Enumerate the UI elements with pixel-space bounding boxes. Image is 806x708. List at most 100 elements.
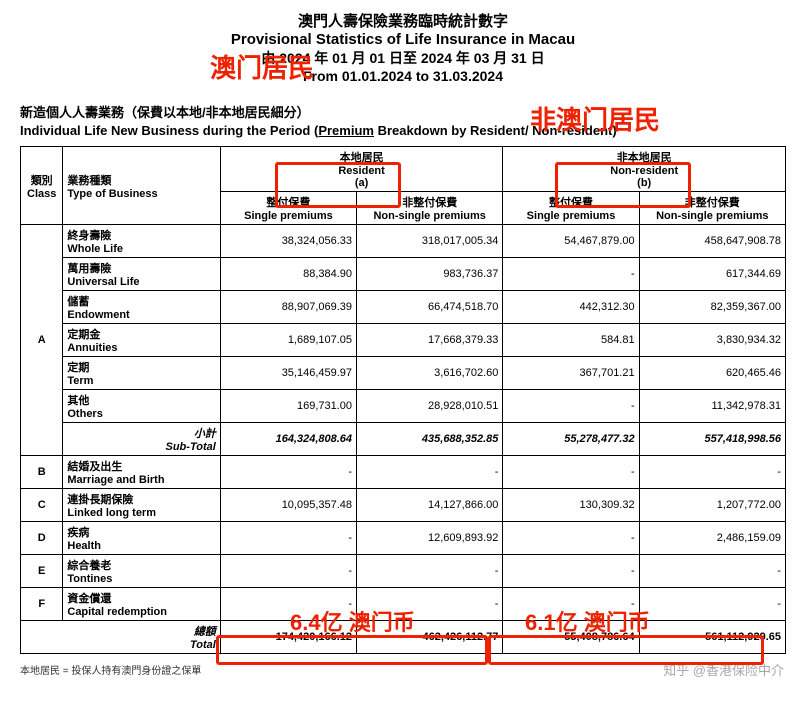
cell: 367,701.21 [503,357,639,390]
cell: 定期Term [63,357,220,390]
cell: - [503,588,639,621]
footnote: 本地居民 = 投保人持有澳門身份證之保單 [20,662,786,677]
title-date-cn: 由 2024 年 01 月 01 日至 2024 年 03 月 31 日 [20,48,786,68]
table-row: C連掛長期保險Linked long term10,095,357.4814,1… [21,489,786,522]
table-row: 萬用壽險Universal Life88,384.90983,736.37-61… [21,258,786,291]
cell: 983,736.37 [357,258,503,291]
cell: 1,689,107.05 [220,324,356,357]
cell: 82,359,367.00 [639,291,785,324]
table-body: A終身壽險Whole Life38,324,056.33318,017,005.… [21,225,786,654]
cell: 55,278,477.32 [503,423,639,456]
cell: 318,017,005.34 [357,225,503,258]
cell: 17,668,379.33 [357,324,503,357]
table-row: 其他Others169,731.0028,928,010.51-11,342,9… [21,390,786,423]
subtotal-row: 小計Sub-Total164,324,808.64435,688,352.855… [21,423,786,456]
cell: 28,928,010.51 [357,390,503,423]
subheading-cn: 新造個人人壽業務（保費以本地/非本地居民細分） [20,102,786,121]
table-row: 定期Term35,146,459.973,616,702.60367,701.2… [21,357,786,390]
cell: 12,609,893.92 [357,522,503,555]
cell: - [357,588,503,621]
cell: 130,309.32 [503,489,639,522]
cell: 10,095,357.48 [220,489,356,522]
th-class: 類別Class [21,147,63,225]
cell: 458,647,908.78 [639,225,785,258]
data-table: 類別Class 業務種類Type of Business 本地居民Residen… [20,146,786,654]
title-cn: 澳門人壽保險業務臨時統計數字 [20,10,786,31]
cell: C [21,489,63,522]
cell: 88,384.90 [220,258,356,291]
cell: - [220,588,356,621]
cell: - [503,555,639,588]
cell: 定期金Annuities [63,324,220,357]
table-row: E綜合養老Tontines---- [21,555,786,588]
cell: D [21,522,63,555]
th-resident: 本地居民Resident(a) [220,147,503,192]
cell: - [639,588,785,621]
cell: A [21,225,63,456]
table-row: 定期金Annuities1,689,107.0517,668,379.33584… [21,324,786,357]
th-nres-sp: 整付保費Single premiums [503,192,639,225]
cell: 小計Sub-Total [63,423,220,456]
cell: B [21,456,63,489]
cell: 557,418,998.56 [639,423,785,456]
cell: 88,907,069.39 [220,291,356,324]
table-row: B結婚及出生Marriage and Birth---- [21,456,786,489]
table-row: 儲蓄Endowment88,907,069.3966,474,518.70442… [21,291,786,324]
cell: E [21,555,63,588]
th-res-sp: 整付保費Single premiums [220,192,356,225]
cell: 資金償還Capital redemption [63,588,220,621]
cell: F [21,588,63,621]
cell: 561,112,929.65 [639,621,785,654]
total-row: 總額Total174,420,166.12462,426,112.7755,40… [21,621,786,654]
cell: - [503,456,639,489]
cell: 617,344.69 [639,258,785,291]
cell: 38,324,056.33 [220,225,356,258]
cell: 11,342,978.31 [639,390,785,423]
cell: 結婚及出生Marriage and Birth [63,456,220,489]
th-type: 業務種類Type of Business [63,147,220,225]
title-block: 澳門人壽保險業務臨時統計數字 Provisional Statistics of… [20,10,786,84]
cell: 55,408,786.64 [503,621,639,654]
table-row: A終身壽險Whole Life38,324,056.33318,017,005.… [21,225,786,258]
cell: 2,486,159.09 [639,522,785,555]
title-date-en: From 01.01.2024 to 31.03.2024 [20,68,786,84]
cell: - [503,522,639,555]
cell: 總額Total [21,621,221,654]
cell: 萬用壽險Universal Life [63,258,220,291]
cell: 14,127,866.00 [357,489,503,522]
cell: - [357,456,503,489]
cell: 綜合養老Tontines [63,555,220,588]
cell: - [357,555,503,588]
cell: - [220,522,356,555]
cell: - [639,456,785,489]
cell: - [220,555,356,588]
cell: 連掛長期保險Linked long term [63,489,220,522]
table-row: F資金償還Capital redemption---- [21,588,786,621]
cell: 164,324,808.64 [220,423,356,456]
cell: - [503,390,639,423]
cell: 442,312.30 [503,291,639,324]
cell: 66,474,518.70 [357,291,503,324]
cell: 620,465.46 [639,357,785,390]
cell: 儲蓄Endowment [63,291,220,324]
title-en: Provisional Statistics of Life Insurance… [20,31,786,48]
cell: - [220,456,356,489]
cell: 疾病Health [63,522,220,555]
cell: 35,146,459.97 [220,357,356,390]
cell: 3,830,934.32 [639,324,785,357]
cell: 3,616,702.60 [357,357,503,390]
cell: - [639,555,785,588]
cell: 169,731.00 [220,390,356,423]
cell: 584.81 [503,324,639,357]
subheading-en: Individual Life New Business during the … [20,123,786,138]
th-nonresident: 非本地居民Non-resident(b) [503,147,786,192]
cell: 終身壽險Whole Life [63,225,220,258]
cell: 54,467,879.00 [503,225,639,258]
cell: 其他Others [63,390,220,423]
cell: 174,420,166.12 [220,621,356,654]
th-nres-nsp: 非整付保費Non-single premiums [639,192,785,225]
th-res-nsp: 非整付保費Non-single premiums [357,192,503,225]
cell: 1,207,772.00 [639,489,785,522]
cell: - [503,258,639,291]
table-row: D疾病Health-12,609,893.92-2,486,159.09 [21,522,786,555]
